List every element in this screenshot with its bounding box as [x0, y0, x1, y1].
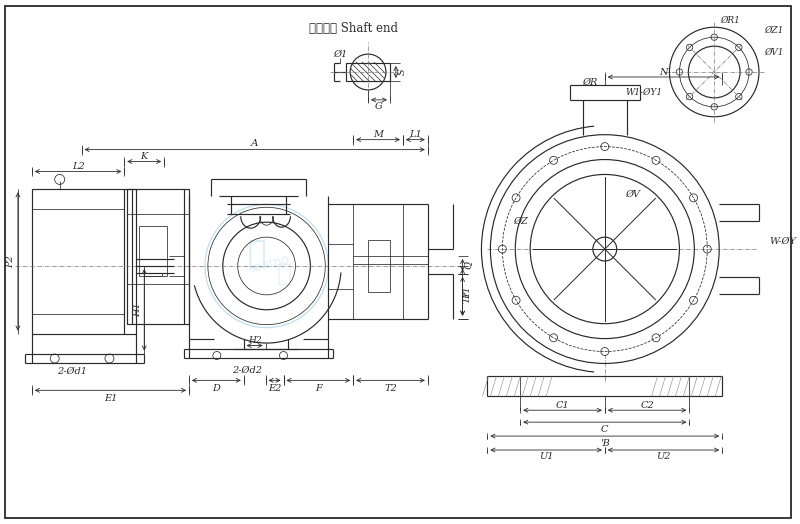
Text: S: S [398, 69, 406, 75]
Text: P2: P2 [6, 255, 15, 268]
Text: H1: H1 [133, 302, 142, 317]
Text: M: M [373, 130, 383, 139]
Text: 'B: 'B [600, 439, 610, 447]
Text: E1: E1 [104, 394, 117, 403]
Bar [346, 63, 390, 81]
Bar [32, 189, 124, 334]
Text: L2: L2 [72, 162, 85, 171]
Text: D: D [213, 384, 220, 393]
Text: 2-Ød2: 2-Ød2 [232, 366, 262, 375]
Text: C2: C2 [640, 401, 654, 410]
Text: Ø1: Ø1 [333, 50, 347, 59]
Text: A: A [251, 139, 258, 148]
Text: W-ØY: W-ØY [769, 237, 796, 246]
Text: 翔: 翔 [277, 262, 292, 286]
Text: N: N [659, 68, 668, 77]
Text: C: C [601, 424, 609, 434]
Text: ØV1: ØV1 [764, 48, 783, 57]
Text: ØR1: ØR1 [720, 16, 740, 25]
Text: ØR: ØR [582, 78, 598, 86]
Bar [144, 273, 162, 276]
Text: 轴头尺寸 Shaft end: 轴头尺寸 Shaft end [309, 21, 398, 35]
Text: ØZ1: ØZ1 [764, 26, 783, 35]
Text: T1: T1 [463, 290, 472, 303]
Bar [127, 189, 189, 324]
Text: F: F [315, 384, 322, 393]
Text: Q: Q [463, 261, 472, 269]
Text: ØZ: ØZ [513, 217, 528, 226]
Bar [368, 240, 390, 292]
Text: soarno: soarno [246, 252, 290, 276]
Text: ØV: ØV [626, 190, 640, 199]
Text: G: G [375, 102, 383, 111]
Text: U1: U1 [539, 452, 554, 462]
Text: L1: L1 [409, 130, 422, 139]
Text: H2: H2 [248, 336, 262, 345]
Text: C1: C1 [556, 401, 570, 410]
Text: T2: T2 [384, 384, 397, 393]
Text: 2-Ød1: 2-Ød1 [57, 367, 86, 376]
Text: P1: P1 [463, 286, 472, 299]
Text: 翔: 翔 [247, 239, 266, 268]
Text: U2: U2 [656, 452, 670, 462]
Text: K: K [141, 152, 148, 161]
Bar [139, 226, 167, 276]
Text: E2: E2 [268, 384, 282, 393]
Text: W1-ØY1: W1-ØY1 [626, 88, 662, 96]
